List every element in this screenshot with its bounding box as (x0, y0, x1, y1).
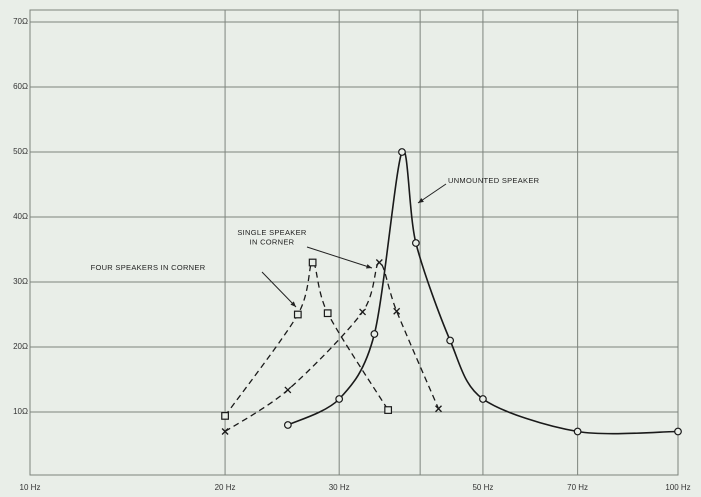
y-tick-label: 40Ω (13, 212, 28, 221)
annotation-arrow (306, 246, 373, 269)
data-point (384, 406, 393, 414)
x-tick-label: 20 Hz (215, 483, 236, 492)
data-point (674, 427, 682, 436)
y-tick-label: 50Ω (13, 147, 28, 156)
series-line (224, 261, 440, 433)
data-point (284, 386, 292, 394)
x-tick-label: 70 Hz (567, 483, 588, 492)
data-point (308, 258, 317, 267)
data-point (335, 395, 344, 403)
data-point (573, 427, 582, 436)
data-point (411, 239, 420, 247)
x-tick-label: 30 Hz (329, 483, 350, 492)
x-tick-label: 100 Hz (665, 483, 690, 492)
data-point (221, 412, 229, 420)
annotation: IN CORNER (250, 237, 295, 246)
data-point (323, 309, 332, 318)
y-tick-label: 70Ω (13, 17, 28, 26)
annotation-arrow (417, 183, 447, 204)
data-point (293, 310, 302, 319)
arrow-head (290, 301, 296, 307)
annotation: FOUR SPEAKERS IN CORNER (91, 263, 206, 272)
data-point (221, 428, 229, 435)
y-tick-label: 20Ω (13, 342, 28, 351)
data-point (370, 330, 379, 338)
y-tick-label: 60Ω (13, 82, 28, 91)
arrow-head (418, 197, 424, 203)
y-tick-label: 30Ω (13, 277, 28, 286)
data-point (359, 308, 367, 316)
data-point (398, 148, 406, 156)
y-tick-label: 10Ω (13, 407, 28, 416)
annotation-arrow (261, 271, 297, 308)
annotation: SINGLE SPEAKER (237, 228, 307, 237)
data-point (435, 405, 442, 413)
series-line (224, 261, 389, 417)
data-point (375, 259, 383, 266)
x-tick-label: 10 Hz (20, 483, 41, 492)
x-tick-label: 50 Hz (472, 483, 493, 492)
arrow-head (366, 264, 372, 269)
annotation: UNMOUNTED SPEAKER (448, 176, 540, 185)
data-point (479, 395, 487, 403)
data-point (393, 307, 401, 315)
data-point (446, 336, 455, 345)
data-point (283, 421, 292, 429)
